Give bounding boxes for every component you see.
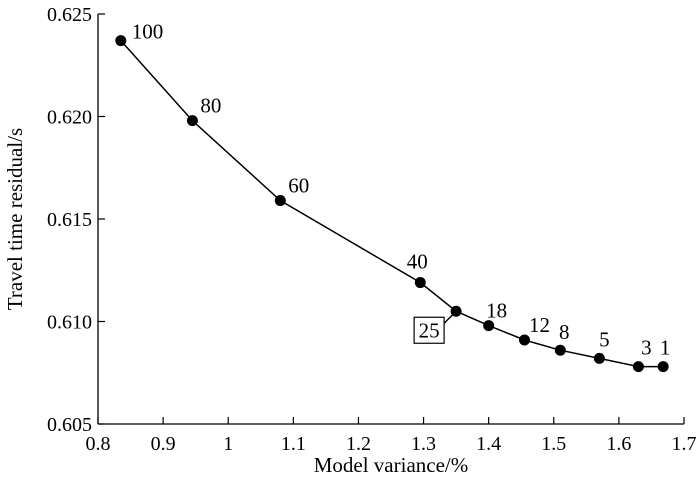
data-point: [274, 195, 286, 207]
x-axis-title: Model variance/%: [314, 453, 469, 477]
x-tick-label: 1.7: [672, 433, 697, 455]
data-point-label: 60: [288, 174, 309, 198]
data-point: [518, 334, 530, 346]
data-point-labels: 100 80 60 40 25 18 12 8 5 3 1: [132, 20, 671, 360]
data-point-label: 25: [419, 318, 440, 342]
data-point: [632, 361, 644, 373]
x-tick-label: 1.2: [346, 433, 371, 455]
y-axis-title: Travel time residual/s: [3, 128, 27, 310]
data-point-label: 100: [132, 20, 164, 44]
data-point: [554, 344, 566, 356]
x-tick-label: 1.5: [541, 433, 566, 455]
x-tick-label: 1.4: [476, 433, 501, 455]
x-tick-label: 1: [223, 433, 233, 455]
data-point-label: 1: [660, 336, 671, 360]
data-point-label: 5: [599, 327, 610, 351]
data-points: [115, 35, 669, 373]
data-point: [115, 35, 127, 47]
x-tick-label: 1.1: [281, 433, 306, 455]
y-axis-ticks: 0.605 0.610 0.615 0.620 0.625: [47, 4, 105, 436]
data-point-label: 80: [200, 94, 221, 118]
data-point: [186, 115, 198, 127]
y-tick-label: 0.605: [47, 414, 92, 436]
highlight-label-box: [413, 316, 445, 344]
series-line: [120, 40, 664, 368]
data-point: [414, 277, 426, 289]
x-tick-label: 0.9: [151, 433, 176, 455]
data-point: [657, 361, 669, 373]
data-point: [593, 352, 605, 364]
highlight-leader: [443, 310, 457, 324]
x-axis-ticks: 0.8 0.9 1 1.1 1.2 1.3 1.4 1.5 1.6 1.7: [86, 417, 697, 455]
data-point-label: 18: [486, 299, 507, 323]
y-tick-label: 0.620: [47, 107, 92, 129]
data-point-label: 12: [529, 313, 550, 337]
x-tick-label: 1.3: [411, 433, 436, 455]
data-point-label: 40: [407, 250, 428, 274]
x-tick-label: 1.6: [606, 433, 631, 455]
data-point: [483, 320, 495, 332]
y-tick-label: 0.610: [47, 312, 92, 334]
y-tick-label: 0.625: [47, 4, 92, 26]
data-point-label: 3: [641, 336, 652, 360]
y-tick-label: 0.615: [47, 209, 92, 231]
x-tick-label: 0.8: [86, 433, 111, 455]
data-point-label: 8: [559, 320, 570, 344]
